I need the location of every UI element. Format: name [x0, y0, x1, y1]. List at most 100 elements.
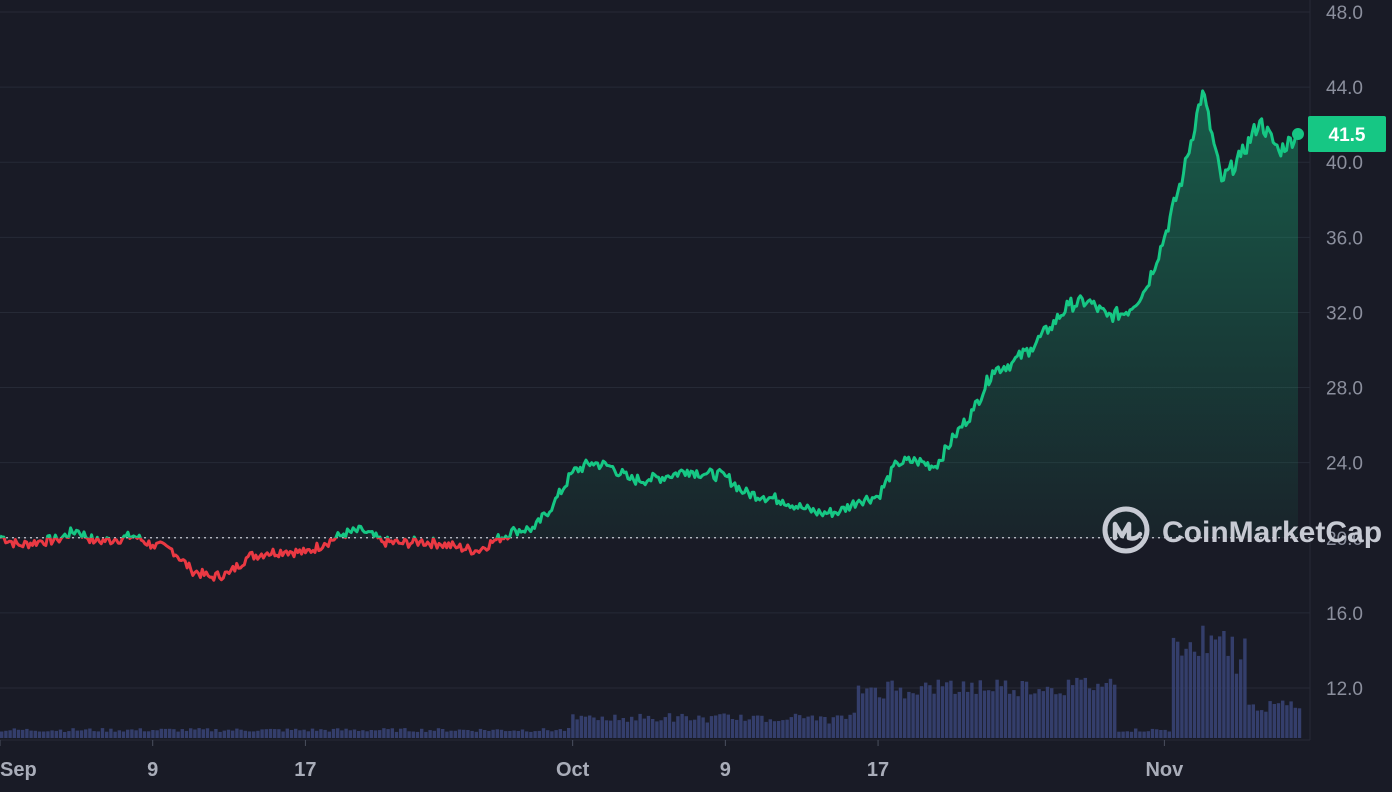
volume-bar: [680, 713, 684, 738]
volume-bar: [609, 720, 613, 738]
volume-bar: [8, 730, 12, 738]
volume-bar: [37, 731, 42, 738]
volume-bar: [1083, 677, 1087, 738]
volume-bar: [1293, 707, 1297, 738]
volume-bar: [596, 720, 600, 738]
volume-bar: [163, 728, 168, 738]
volume-bar: [365, 731, 369, 738]
volume-bar: [869, 687, 873, 738]
volume-bar: [352, 729, 357, 738]
x-tick-label: Sep: [0, 759, 37, 781]
volume-bar: [4, 730, 8, 738]
volume-bar: [785, 719, 789, 738]
volume-bar: [243, 730, 247, 738]
volume-bar: [579, 715, 583, 738]
volume-bar: [730, 719, 735, 738]
volume-bar: [1167, 731, 1171, 738]
y-tick-label: 48.0: [1326, 3, 1363, 24]
y-tick-label: 36.0: [1326, 228, 1363, 249]
volume-bar: [134, 730, 138, 738]
volume-bar: [684, 716, 688, 738]
volume-bar: [184, 730, 189, 738]
volume-bar: [995, 679, 999, 738]
volume-bar: [176, 731, 180, 738]
volume-bar: [340, 730, 344, 738]
volume-bar: [810, 715, 814, 738]
volume-bar: [54, 730, 58, 738]
volume-bar: [1121, 731, 1125, 738]
volume-bar: [121, 731, 126, 738]
volume-bar: [693, 719, 697, 738]
volume-bar: [747, 719, 751, 738]
volume-bar: [798, 715, 802, 738]
volume-bar: [1108, 678, 1113, 738]
volume-bar: [911, 693, 915, 738]
volume-bar: [210, 731, 214, 738]
volume-bar: [315, 730, 319, 738]
volume-bar: [415, 731, 420, 738]
volume-bar: [873, 687, 877, 738]
volume-bar: [877, 697, 882, 738]
volume-bar: [508, 731, 512, 738]
volume-bar: [306, 731, 310, 738]
volume-bar: [239, 729, 243, 738]
volume-bar: [197, 728, 201, 738]
volume-bar: [827, 723, 831, 738]
volume-bar: [512, 730, 516, 738]
volume-bar: [193, 729, 197, 738]
volume-bar: [189, 728, 193, 738]
volume-bar: [327, 731, 331, 738]
volume-bar: [676, 716, 680, 738]
volume-bar: [58, 729, 63, 738]
volume-bar: [756, 715, 760, 738]
y-axis: 48.0 44.0 40.0 36.0 32.0 28.0 24.0 20.0 16.0 12.0: [1326, 3, 1363, 700]
volume-bar: [1289, 701, 1293, 738]
volume-bar: [1247, 704, 1251, 738]
volume-bar: [1197, 655, 1201, 738]
volume-bar: [470, 730, 474, 738]
volume-bar: [642, 718, 646, 738]
volume-bar: [890, 680, 894, 738]
volume-bar: [604, 720, 609, 738]
volume-bar: [1150, 728, 1155, 738]
volume-bar: [285, 728, 289, 738]
volume-bar: [667, 713, 672, 738]
volume-bar: [235, 728, 239, 738]
x-tick-label: 17: [294, 759, 316, 781]
volume-bar: [726, 714, 730, 738]
volume-bar: [558, 729, 562, 738]
y-tick-label: 28.0: [1326, 379, 1363, 400]
volume-bar: [21, 729, 25, 738]
volume-bar: [109, 728, 113, 738]
volume-bar: [861, 693, 865, 738]
volume-bar: [991, 691, 995, 738]
current-price-badge: 41.5: [1308, 116, 1386, 153]
volume-bar: [424, 731, 428, 738]
volume-bar: [252, 731, 256, 738]
volume-bar: [1045, 686, 1050, 738]
volume-bar: [751, 715, 756, 738]
volume-bars: [0, 625, 1302, 738]
volume-bar: [970, 682, 974, 738]
volume-bar: [1281, 700, 1285, 738]
volume-bar: [84, 729, 88, 738]
volume-bar: [453, 730, 457, 738]
volume-bar: [449, 730, 453, 738]
volume-bar: [1134, 728, 1138, 738]
volume-bar: [1125, 731, 1129, 738]
volume-bar: [533, 731, 537, 738]
volume-bar: [1113, 684, 1117, 738]
volume-bar: [835, 715, 840, 738]
volume-bar: [814, 720, 819, 738]
current-price-marker: [1292, 128, 1304, 141]
volume-bar: [1205, 653, 1209, 738]
volume-bar: [789, 717, 793, 738]
volume-bar: [462, 729, 466, 738]
volume-bar: [151, 730, 155, 738]
volume-bar: [1096, 683, 1100, 738]
volume-bar: [319, 729, 323, 738]
volume-bar: [1272, 704, 1276, 738]
volume-bar: [117, 730, 121, 738]
volume-bar: [1050, 688, 1054, 738]
